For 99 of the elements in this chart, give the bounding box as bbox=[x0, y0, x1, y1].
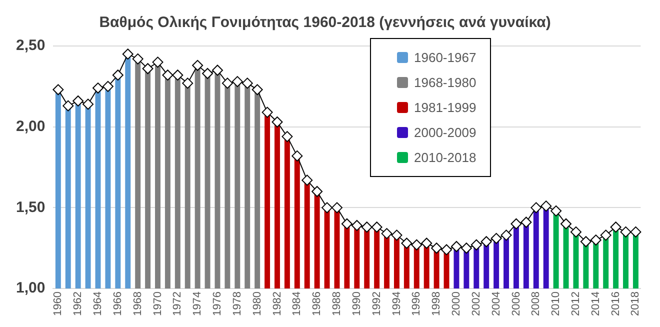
legend-label: 2010-2018 bbox=[414, 150, 476, 165]
point bbox=[431, 242, 442, 254]
point bbox=[540, 200, 552, 212]
x-tick-label: 1992 bbox=[370, 292, 383, 316]
point bbox=[460, 242, 472, 254]
point bbox=[52, 84, 64, 96]
x-tick-label: 2008 bbox=[530, 292, 542, 316]
point bbox=[192, 60, 204, 71]
y-tick-label: 2,50 bbox=[16, 37, 46, 54]
point bbox=[480, 236, 492, 248]
x-tick-label: 1962 bbox=[72, 292, 84, 316]
point bbox=[142, 63, 154, 74]
x-tick-label: 1998 bbox=[430, 292, 443, 316]
point bbox=[470, 239, 482, 250]
point bbox=[82, 98, 94, 110]
x-tick-label: 1980 bbox=[251, 292, 264, 316]
x-tick-label: 1996 bbox=[410, 292, 423, 316]
point bbox=[560, 218, 572, 230]
point bbox=[162, 70, 174, 81]
point bbox=[510, 218, 522, 230]
point bbox=[550, 205, 562, 216]
x-tick-label: 1990 bbox=[350, 292, 363, 316]
x-tick-label: 2012 bbox=[570, 292, 582, 316]
x-tick-label: 2016 bbox=[610, 292, 622, 316]
x-tick-label: 1966 bbox=[112, 292, 124, 316]
chart-title: Βαθμός Ολικής Γονιμότητας 1960-2018 (γεννήσεις ανά γυναίκα) bbox=[99, 14, 551, 32]
x-tick-label: 1984 bbox=[291, 292, 304, 316]
point bbox=[262, 106, 273, 118]
x-tick-label: 1972 bbox=[172, 292, 184, 316]
x-tick-label: 2004 bbox=[490, 292, 502, 316]
legend-label: 1960-1967 bbox=[414, 50, 476, 65]
x-tick-label: 1964 bbox=[92, 292, 104, 316]
legend-label: 1981-1999 bbox=[414, 100, 476, 115]
x-tick-label: 1978 bbox=[231, 292, 244, 316]
x-tick-label: 1976 bbox=[212, 292, 224, 316]
point bbox=[610, 222, 622, 233]
point bbox=[361, 222, 372, 233]
point bbox=[590, 234, 602, 246]
x-tick-label: 1968 bbox=[132, 292, 144, 316]
point bbox=[102, 80, 114, 92]
point bbox=[212, 64, 223, 76]
x-tick-label: 1974 bbox=[192, 292, 204, 316]
point bbox=[351, 220, 362, 231]
point bbox=[580, 236, 592, 248]
point bbox=[292, 150, 303, 162]
point bbox=[62, 100, 74, 112]
y-tick-label: 1,00 bbox=[16, 280, 46, 297]
x-tick-label: 2018 bbox=[630, 292, 642, 316]
x-tick-label: 1988 bbox=[331, 292, 344, 316]
legend-label: 1968-1980 bbox=[414, 75, 476, 90]
y-tick-label: 1,50 bbox=[16, 198, 46, 216]
point bbox=[312, 186, 323, 198]
point bbox=[341, 218, 352, 230]
point bbox=[570, 226, 582, 238]
point bbox=[630, 226, 642, 238]
point bbox=[112, 70, 124, 81]
x-tick-label: 1970 bbox=[152, 292, 164, 316]
y-tick-label: 2,00 bbox=[16, 118, 46, 135]
point bbox=[122, 48, 134, 60]
point bbox=[490, 232, 502, 244]
point bbox=[600, 230, 612, 241]
x-tick-label: 1982 bbox=[271, 292, 284, 316]
point bbox=[411, 239, 422, 250]
point bbox=[172, 70, 184, 81]
point bbox=[450, 240, 462, 252]
point bbox=[72, 95, 84, 106]
point bbox=[331, 202, 342, 214]
point bbox=[620, 226, 632, 238]
point bbox=[441, 244, 452, 256]
point bbox=[401, 238, 412, 249]
point bbox=[222, 78, 233, 89]
point bbox=[500, 230, 512, 241]
point bbox=[272, 116, 283, 128]
legend-label: 2000-2009 bbox=[414, 125, 476, 140]
point bbox=[371, 222, 382, 233]
point bbox=[202, 68, 214, 79]
point bbox=[391, 230, 402, 241]
point bbox=[520, 216, 532, 228]
x-tick-label: 2010 bbox=[550, 292, 562, 316]
point bbox=[381, 228, 392, 240]
point bbox=[322, 202, 333, 214]
point bbox=[232, 76, 243, 88]
point bbox=[252, 84, 263, 96]
point bbox=[530, 202, 542, 214]
point bbox=[182, 78, 194, 89]
x-tick-label: 2002 bbox=[470, 292, 482, 316]
point bbox=[132, 53, 144, 64]
x-tick-label: 1986 bbox=[311, 292, 324, 316]
point bbox=[282, 131, 293, 142]
point bbox=[242, 78, 253, 89]
point bbox=[421, 238, 432, 249]
x-tick-label: 1994 bbox=[390, 292, 403, 316]
x-tick-label: 1960 bbox=[52, 292, 64, 316]
point bbox=[302, 174, 313, 186]
x-tick-label: 2000 bbox=[450, 292, 463, 316]
x-tick-label: 2006 bbox=[510, 292, 522, 316]
point bbox=[152, 56, 164, 68]
x-tick-label: 2014 bbox=[590, 292, 602, 316]
point bbox=[92, 82, 104, 94]
